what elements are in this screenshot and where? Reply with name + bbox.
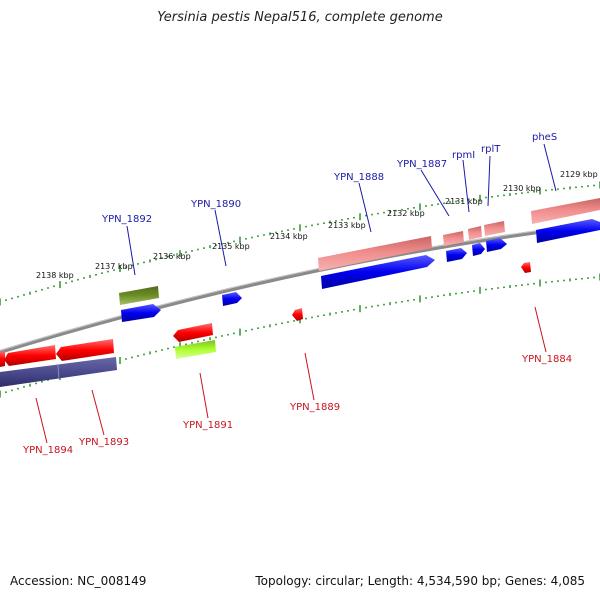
accession-text: Accession: NC_008149 xyxy=(10,574,147,588)
map-title: Yersinia pestis Nepal516, complete genom… xyxy=(157,10,443,25)
gene-label[interactable]: YPN_1894 xyxy=(22,445,73,456)
cds-arrow[interactable] xyxy=(486,238,507,252)
scale-label: 2131 kbp xyxy=(445,197,483,206)
gene-label[interactable]: rplT xyxy=(481,144,501,155)
genome-backbone xyxy=(0,222,600,354)
gene-feature[interactable] xyxy=(468,226,482,240)
cds-arrow[interactable] xyxy=(321,255,435,289)
scale-label: 2133 kbp xyxy=(328,221,366,230)
scale-label: 2130 kbp xyxy=(503,184,541,193)
gene-label[interactable]: YPN_1890 xyxy=(190,199,241,210)
cds-arrow[interactable] xyxy=(222,292,242,306)
scale-label: 2137 kbp xyxy=(95,262,133,271)
cds-arrow[interactable] xyxy=(173,323,213,342)
scale-label: 2138 kbp xyxy=(36,271,74,280)
cds-arrow[interactable] xyxy=(4,345,56,366)
scale-label: 2135 kbp xyxy=(212,242,250,251)
gene-label[interactable]: pheS xyxy=(532,132,557,143)
gene-feature[interactable] xyxy=(318,236,432,271)
cds-arrow[interactable] xyxy=(56,339,114,361)
gene-label[interactable]: YPN_1893 xyxy=(78,437,129,448)
scale-ticks-bottom xyxy=(0,273,600,398)
leader-lines-top xyxy=(126,143,557,276)
forward-features xyxy=(119,198,600,322)
gene-labels-top: YPN_1892 YPN_1890 YPN_1888 YPN_1887 rpmI… xyxy=(101,132,557,225)
cds-arrow[interactable] xyxy=(446,248,467,262)
reverse-features xyxy=(0,262,531,387)
scale-label: 2136 kbp xyxy=(153,252,191,261)
gene-label[interactable]: YPN_1887 xyxy=(396,159,447,170)
cds-arrow[interactable] xyxy=(0,351,5,367)
scale-label: 2132 kbp xyxy=(387,209,425,218)
cds-arrow[interactable] xyxy=(521,262,531,273)
gene-label[interactable]: YPN_1884 xyxy=(521,354,572,365)
scale-labels: 2138 kbp 2137 kbp 2136 kbp 2135 kbp 2134… xyxy=(36,170,598,280)
gene-feature[interactable] xyxy=(531,198,600,224)
cds-arrow[interactable] xyxy=(121,304,161,322)
rrna-feature[interactable] xyxy=(119,286,159,305)
gene-label[interactable]: YPN_1889 xyxy=(289,402,340,413)
gene-label[interactable]: rpmI xyxy=(452,150,475,161)
rrna-feature[interactable] xyxy=(175,340,216,359)
scale-label: 2134 kbp xyxy=(270,232,308,241)
scale-label: 2129 kbp xyxy=(560,170,598,179)
gene-label[interactable]: YPN_1892 xyxy=(101,214,152,225)
gene-labels-bottom: YPN_1894 YPN_1893 YPN_1891 YPN_1889 YPN_… xyxy=(22,354,572,456)
gene-feature[interactable] xyxy=(443,231,464,246)
leader-lines-bottom xyxy=(35,306,547,444)
gene-label[interactable]: YPN_1891 xyxy=(182,420,233,431)
genome-summary-text: Topology: circular; Length: 4,534,590 bp… xyxy=(255,574,585,588)
gene-label[interactable]: YPN_1888 xyxy=(333,172,384,183)
gene-feature[interactable] xyxy=(484,221,505,236)
cds-arrow[interactable] xyxy=(292,308,303,321)
cds-arrow[interactable] xyxy=(536,219,600,243)
cds-arrow[interactable] xyxy=(472,243,485,256)
